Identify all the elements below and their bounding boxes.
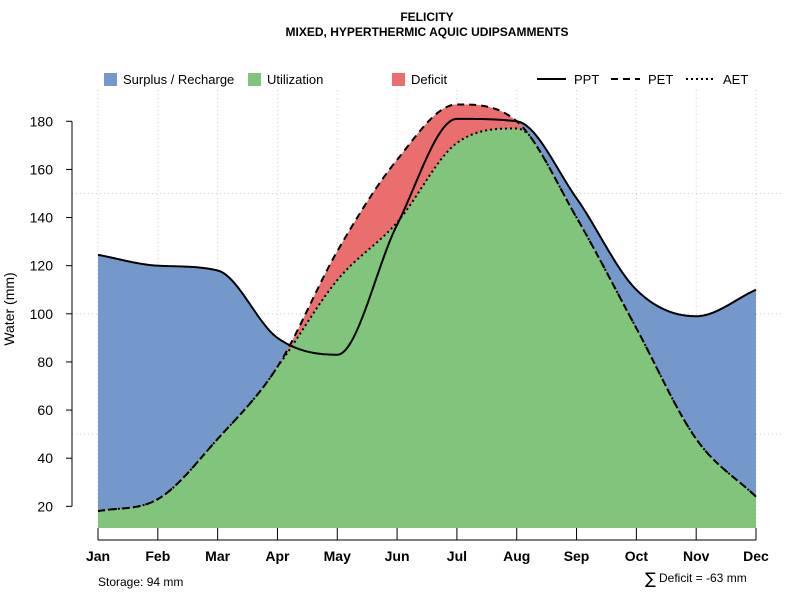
- legend-label-pet: PET: [648, 72, 673, 87]
- x-tick-label: May: [324, 548, 351, 564]
- series-lines: [97, 103, 757, 513]
- legend-label-surplus: Surplus / Recharge: [123, 72, 234, 87]
- deficit-note: Deficit = -63 mm: [659, 571, 747, 585]
- utilization-area: [98, 128, 756, 528]
- legend-label-aet: AET: [723, 72, 748, 87]
- series-line-ppt: [97, 117, 757, 356]
- x-tick-label: Jun: [385, 548, 410, 564]
- storage-note: Storage: 94 mm: [98, 575, 183, 589]
- x-tick-label: Jul: [447, 548, 467, 564]
- legend: Surplus / Recharge Utilization Deficit P…: [104, 72, 748, 87]
- y-tick-label: 100: [30, 306, 54, 322]
- series-line-aet: [97, 127, 757, 513]
- x-tick-label: Jan: [86, 548, 110, 564]
- sum-symbol: ∑: [645, 569, 656, 588]
- y-tick-label: 60: [37, 402, 53, 418]
- x-tick-label: Sep: [564, 548, 590, 564]
- x-tick-label: Dec: [743, 548, 769, 564]
- x-tick-label: Oct: [625, 548, 649, 564]
- series-line-pet: [97, 103, 757, 513]
- x-tick-label: Aug: [503, 548, 530, 564]
- areas: [98, 104, 756, 528]
- y-tick-label: 120: [30, 258, 54, 274]
- y-tick-label: 20: [37, 498, 53, 514]
- y-tick-label: 40: [37, 450, 53, 466]
- y-axis-title: Water (mm): [1, 272, 17, 345]
- legend-swatch-utilization: [248, 73, 261, 86]
- legend-label-ppt: PPT: [574, 72, 599, 87]
- x-tick-label: Mar: [205, 548, 230, 564]
- y-tick-label: 80: [37, 354, 53, 370]
- chart-subtitle: MIXED, HYPERTHERMIC AQUIC UDIPSAMMENTS: [286, 25, 569, 39]
- legend-swatch-surplus: [104, 73, 117, 86]
- legend-swatch-deficit: [392, 73, 405, 86]
- x-tick-label: Feb: [145, 548, 170, 564]
- chart-title: FELICITY: [400, 10, 453, 24]
- axes: 20 40 60 80 100 120 140 160 180 Jan Feb Mar Apr May Ju…: [30, 113, 769, 564]
- x-tick-label: Nov: [683, 548, 710, 564]
- y-tick-label: 180: [30, 113, 54, 129]
- x-tick-label: Apr: [265, 548, 290, 564]
- legend-label-deficit: Deficit: [411, 72, 448, 87]
- y-tick-label: 160: [30, 161, 54, 177]
- legend-label-utilization: Utilization: [267, 72, 323, 87]
- y-tick-label: 140: [30, 210, 54, 226]
